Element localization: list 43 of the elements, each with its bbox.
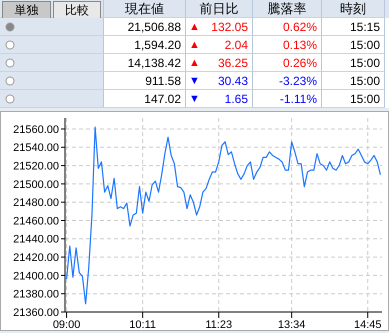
y-tick-label: 21420.00 [13, 252, 59, 264]
y-tick-label: 21500.00 [13, 178, 59, 191]
text: 0.62% [253, 18, 322, 36]
x-tick-label: 14:45 [354, 318, 382, 331]
text: 14,138.42 [104, 54, 186, 72]
line-series [66, 126, 382, 304]
text: 15:00 [322, 36, 385, 54]
text: 比較 [52, 1, 101, 19]
y-tick-label: 21520.00 [13, 160, 59, 172]
y-tick-label: 21440.00 [13, 234, 59, 246]
text: 15:00 [322, 54, 385, 72]
text: 前日比 [186, 0, 253, 18]
text: ▲ 132.05 [186, 18, 253, 36]
text: 1,594.20 [104, 36, 186, 54]
text: 単独 [2, 1, 50, 19]
text: 騰落率 [253, 0, 322, 18]
text: 15:00 [322, 90, 385, 108]
y-tick-label: 21380.00 [13, 288, 59, 301]
text: 時刻 [322, 0, 385, 18]
x-tick-label: 10:11 [129, 318, 156, 331]
y-tick-label: 21480.00 [13, 197, 59, 210]
text: 0.26% [253, 54, 322, 72]
y-tick-label: 21360.00 [13, 306, 59, 319]
text: -1.11% [253, 90, 322, 108]
text: 0.13% [253, 36, 322, 54]
text: -3.23% [253, 72, 322, 90]
text: ▲ 2.04 [189, 38, 248, 52]
text: 現在値 [104, 0, 186, 18]
x-tick-label: 13:34 [278, 318, 306, 331]
text: ▼ 1.65 [189, 92, 248, 106]
text: 911.58 [104, 72, 186, 90]
text: 21,506.88 [104, 18, 186, 36]
x-tick-label: 11:23 [205, 318, 232, 331]
y-tick-label: 21560.00 [13, 124, 59, 136]
text: ▲ 36.25 [189, 56, 248, 70]
x-tick-label: 09:00 [52, 318, 80, 331]
text: 15:15 [322, 18, 385, 36]
y-tick-label: 21400.00 [13, 270, 59, 282]
text: 147.02 [104, 90, 186, 108]
y-tick-label: 21460.00 [13, 215, 59, 228]
text: ▼ 30.43 [189, 74, 248, 88]
text: 15:00 [322, 72, 385, 90]
y-tick-label: 21540.00 [13, 142, 59, 154]
